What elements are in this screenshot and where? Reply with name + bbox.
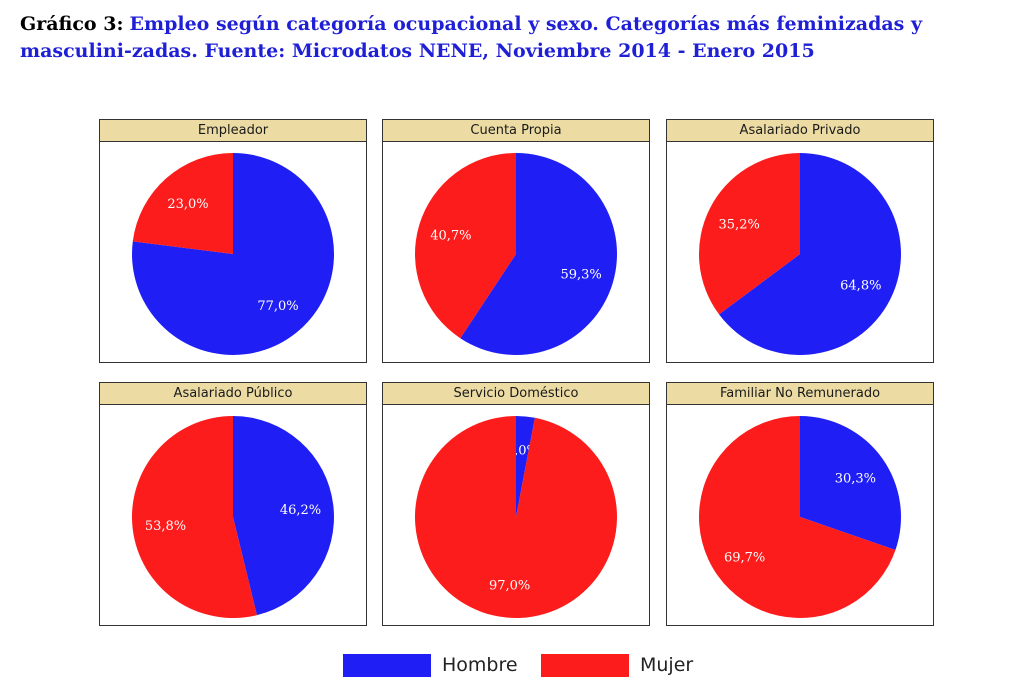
caption-text: Empleo según categoría ocupacional y sex… <box>20 13 923 62</box>
pie-panel-empleador: Empleador 77,0% 23,0% <box>99 119 367 363</box>
pie-panel-cuenta-propia: Cuenta Propia 59,3% 40,7% <box>382 119 650 363</box>
pie-label-mujer: 40,7% <box>430 228 471 243</box>
pie-slice-mujer <box>132 153 233 254</box>
pie-label-hombre: 59,3% <box>560 268 601 283</box>
pie-slice-hombre <box>800 416 902 551</box>
pie-label-mujer: 97,0% <box>489 579 530 594</box>
pie-label-mujer: 53,8% <box>145 519 186 534</box>
pie-label-hombre: 77,0% <box>257 299 298 314</box>
pie-slice-mujer <box>698 153 800 315</box>
pie-slice-mujer <box>131 416 257 618</box>
panel-title-familiar-no-remunerado: Familiar No Remunerado <box>667 383 933 405</box>
pie-label-hombre: 64,8% <box>840 279 881 294</box>
pie-panel-asalariado-privado: Asalariado Privado 64,8% 35,2% <box>666 119 934 363</box>
pie-slice-mujer <box>414 416 617 618</box>
pie-slice-hombre <box>132 153 335 355</box>
legend-label-mujer: Mujer <box>640 654 694 676</box>
pie-label-hombre: 46,2% <box>280 503 321 518</box>
panel-title-cuenta-propia: Cuenta Propia <box>383 120 649 142</box>
pie-chart-empleador: 77,0% 23,0% <box>132 153 335 355</box>
pie-slice-hombre <box>516 416 535 517</box>
pie-panel-servicio-domestico: Servicio Doméstico 3,0% 97,0% <box>382 382 650 626</box>
pie-panel-asalariado-publico: Asalariado Público 46,2% 53,8% <box>99 382 367 626</box>
legend: Hombre Mujer <box>0 650 1029 682</box>
pie-label-mujer: 35,2% <box>719 218 760 233</box>
pie-chart-asalariado-publico: 46,2% 53,8% <box>131 416 334 618</box>
legend-swatch-hombre <box>343 654 431 677</box>
pie-slice-mujer <box>699 416 896 618</box>
panel-title-servicio-domestico: Servicio Doméstico <box>383 383 649 405</box>
panel-title-empleador: Empleador <box>100 120 366 142</box>
pie-label-mujer: 69,7% <box>724 550 765 565</box>
panel-title-asalariado-privado: Asalariado Privado <box>667 120 933 142</box>
legend-swatch-mujer <box>541 654 629 677</box>
pie-chart-servicio-domestico: 3,0%97,0% <box>414 416 617 618</box>
pie-label-hombre: 30,3% <box>835 472 876 487</box>
pie-chart-familiar-no-remunerado: 30,3% 69,7% <box>699 416 902 618</box>
pie-chart-asalariado-privado: 64,8% 35,2% <box>698 153 901 355</box>
pie-slice-hombre <box>719 153 901 355</box>
pie-slice-hombre <box>460 153 617 355</box>
pie-chart-cuenta-propia: 59,3% 40,7% <box>414 153 617 355</box>
pie-panel-familiar-no-remunerado: Familiar No Remunerado 30,3% 69,7% <box>666 382 934 626</box>
legend-label-hombre: Hombre <box>442 654 518 676</box>
panel-title-asalariado-publico: Asalariado Público <box>100 383 366 405</box>
pie-slice-hombre <box>233 416 334 616</box>
pie-slice-mujer <box>414 153 516 339</box>
caption-label: Gráfico 3: <box>20 13 124 35</box>
figure-caption: Gráfico 3: Empleo según categoría ocupac… <box>20 11 1020 65</box>
pie-label-mujer: 23,0% <box>167 197 208 212</box>
